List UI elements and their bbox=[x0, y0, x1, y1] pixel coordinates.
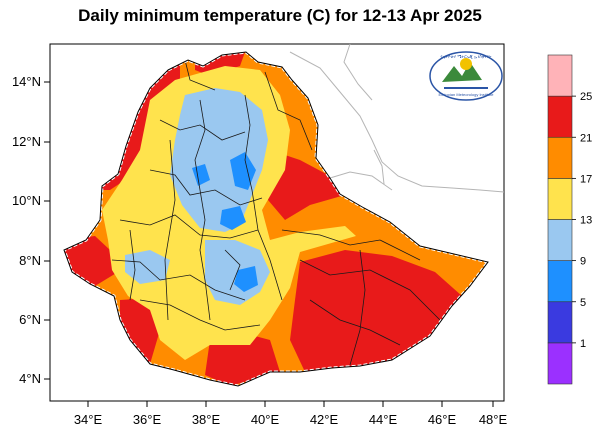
admin-boundaries bbox=[111, 59, 441, 366]
lon-tick-label: 40°E bbox=[251, 412, 280, 427]
colorbar-label: 5 bbox=[580, 297, 586, 309]
lat-tick-label: 6°N bbox=[19, 312, 41, 327]
lon-tick-label: 48°E bbox=[479, 412, 508, 427]
logo-amharic-text: የኢትዮጵያ ሜትሮሎጂ ኢንስቲትዩት bbox=[440, 54, 491, 59]
lon-tick-label: 44°E bbox=[369, 412, 398, 427]
colorbar-segment bbox=[547, 95, 573, 138]
logo-org-name: Ethiopian Meteorology Institute bbox=[439, 92, 495, 97]
colorbar-segment bbox=[547, 342, 573, 385]
lat-tick-label: 4°N bbox=[19, 371, 41, 386]
colorbar-label: 13 bbox=[580, 215, 592, 227]
lon-tick-label: 34°E bbox=[74, 412, 103, 427]
lat-tick-label: 10°N bbox=[12, 193, 41, 208]
map-title: Daily minimum temperature (C) for 12-13 … bbox=[78, 6, 482, 25]
lat-tick-label: 8°N bbox=[19, 253, 41, 268]
longitude-axis: 34°E 36°E 38°E 40°E 42°E 44°E 46°E 48°E bbox=[74, 401, 508, 427]
colorbar-label: 25 bbox=[580, 91, 592, 103]
latitude-axis: 14°N 12°N 10°N 8°N 6°N 4°N bbox=[12, 74, 50, 386]
neighbouring-coastlines bbox=[289, 43, 505, 193]
colorbar-segment bbox=[547, 178, 573, 220]
colorbar-segment bbox=[547, 136, 573, 179]
colorbar-label: 9 bbox=[580, 256, 586, 268]
colorbar-segment bbox=[547, 219, 573, 261]
lon-tick-label: 38°E bbox=[192, 412, 221, 427]
colorbar-label: 21 bbox=[580, 132, 592, 144]
colorbar: 1 5 9 13 17 21 25 bbox=[547, 54, 592, 385]
colorbar-segment bbox=[547, 260, 573, 303]
institute-logo: የኢትዮጵያ ሜትሮሎጂ ኢንስቲትዩት Ethiopian Meteorolo… bbox=[429, 51, 503, 101]
colorbar-label: 17 bbox=[580, 173, 592, 185]
lat-tick-label: 12°N bbox=[12, 134, 41, 149]
lat-tick-label: 14°N bbox=[12, 74, 41, 89]
lon-tick-label: 42°E bbox=[310, 412, 339, 427]
colorbar-segment bbox=[547, 301, 573, 344]
colorbar-label: 1 bbox=[580, 338, 586, 350]
colorbar-segment bbox=[547, 54, 573, 97]
lon-tick-label: 46°E bbox=[428, 412, 457, 427]
lon-tick-label: 36°E bbox=[133, 412, 162, 427]
